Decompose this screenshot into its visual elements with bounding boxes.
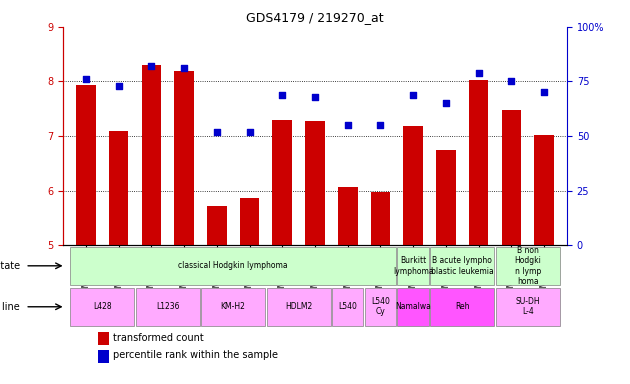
Bar <box>534 135 554 245</box>
Bar <box>109 131 129 245</box>
Bar <box>496 288 560 326</box>
Text: SU-DH
L-4: SU-DH L-4 <box>515 297 540 316</box>
Bar <box>70 288 134 326</box>
Bar <box>201 288 265 326</box>
Bar <box>398 247 429 285</box>
Text: Burkitt
lymphoma: Burkitt lymphoma <box>393 256 433 275</box>
Bar <box>240 198 260 245</box>
Bar <box>436 150 455 245</box>
Bar <box>135 288 200 326</box>
Bar <box>332 288 364 326</box>
Text: classical Hodgkin lymphoma: classical Hodgkin lymphoma <box>178 262 288 270</box>
Point <box>81 76 91 83</box>
Point <box>244 129 255 135</box>
Bar <box>430 288 495 326</box>
Bar <box>98 350 110 363</box>
Text: HDLM2: HDLM2 <box>285 302 312 311</box>
Point <box>375 122 386 128</box>
Bar <box>398 288 429 326</box>
Title: GDS4179 / 219270_at: GDS4179 / 219270_at <box>246 11 384 24</box>
Point <box>474 70 484 76</box>
Text: percentile rank within the sample: percentile rank within the sample <box>113 351 278 361</box>
Text: L540
Cy: L540 Cy <box>371 297 390 316</box>
Bar <box>338 187 358 245</box>
Point <box>408 91 418 98</box>
Bar <box>501 111 521 245</box>
Text: B non
Hodgki
n lymp
homa: B non Hodgki n lymp homa <box>514 246 541 286</box>
Bar <box>175 71 194 245</box>
Bar <box>370 192 390 245</box>
Bar <box>142 65 161 245</box>
Text: Namalwa: Namalwa <box>395 302 431 311</box>
Text: disease state: disease state <box>0 261 20 271</box>
Bar <box>365 288 396 326</box>
Bar <box>469 80 488 245</box>
Point <box>277 91 287 98</box>
Bar <box>98 332 110 345</box>
Text: L1236: L1236 <box>156 302 180 311</box>
Bar <box>305 121 325 245</box>
Bar <box>266 288 331 326</box>
Point <box>179 65 189 71</box>
Bar <box>70 247 396 285</box>
Text: cell line: cell line <box>0 302 20 312</box>
Point <box>113 83 123 89</box>
Bar <box>403 126 423 245</box>
Text: B acute lympho
blastic leukemia: B acute lympho blastic leukemia <box>431 256 494 275</box>
Text: L428: L428 <box>93 302 112 311</box>
Point <box>507 78 517 84</box>
Text: KM-H2: KM-H2 <box>220 302 246 311</box>
Text: transformed count: transformed count <box>113 333 204 343</box>
Bar <box>76 85 96 245</box>
Bar <box>496 247 560 285</box>
Point <box>310 94 320 100</box>
Bar <box>207 206 227 245</box>
Point <box>539 89 549 96</box>
Point <box>212 129 222 135</box>
Point <box>146 63 156 69</box>
Text: Reh: Reh <box>455 302 469 311</box>
Point <box>343 122 353 128</box>
Bar <box>430 247 495 285</box>
Point <box>441 100 451 106</box>
Bar <box>272 120 292 245</box>
Text: L540: L540 <box>338 302 357 311</box>
